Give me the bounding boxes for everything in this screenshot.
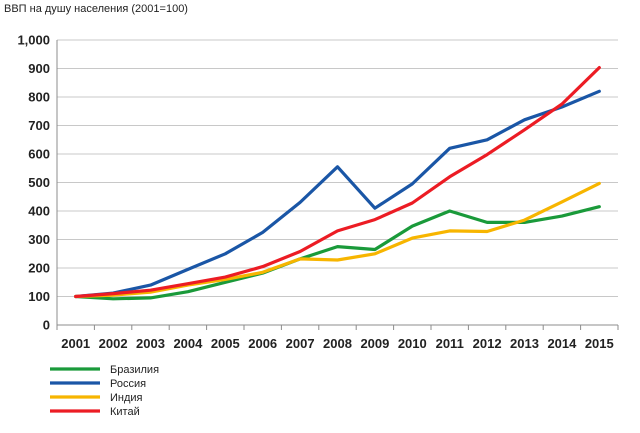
y-tick-label: 200 [28, 261, 50, 276]
legend-label-0: Бразилия [110, 364, 159, 376]
x-tick-label: 2015 [585, 336, 614, 351]
y-tick-label: 0 [43, 318, 50, 333]
y-tick-label: 300 [28, 232, 50, 247]
y-tick-label: 100 [28, 289, 50, 304]
y-tick-label: 800 [28, 90, 50, 105]
y-tick-label: 700 [28, 118, 50, 133]
x-tick-label: 2001 [61, 336, 90, 351]
x-tick-label: 2013 [510, 336, 539, 351]
x-tick-label: 2003 [136, 336, 165, 351]
legend-label-3: Китай [110, 406, 140, 418]
x-tick-label: 2014 [547, 336, 577, 351]
x-tick-label: 2004 [173, 336, 203, 351]
x-tick-label: 2012 [473, 336, 502, 351]
x-tick-label: 2006 [248, 336, 277, 351]
x-tick-label: 2002 [99, 336, 128, 351]
x-tick-label: 2007 [286, 336, 315, 351]
x-tick-label: 2008 [323, 336, 352, 351]
y-tick-label: 400 [28, 204, 50, 219]
y-tick-label: 900 [28, 61, 50, 76]
x-tick-label: 2009 [360, 336, 389, 351]
x-tick-label: 2005 [211, 336, 240, 351]
series-line-1 [74, 89, 601, 299]
y-tick-label: 600 [28, 147, 50, 162]
x-tick-label: 2010 [398, 336, 427, 351]
legend-label-2: Индия [110, 392, 143, 404]
x-tick-label: 2011 [436, 336, 464, 351]
chart-title: ВВП на душу населения (2001=100) [4, 3, 188, 15]
y-tick-label: 1,000 [17, 33, 50, 48]
series-line-3 [74, 65, 601, 299]
series-line-2 [74, 181, 601, 299]
y-tick-label: 500 [28, 175, 50, 190]
legend-label-1: Россия [110, 378, 146, 390]
